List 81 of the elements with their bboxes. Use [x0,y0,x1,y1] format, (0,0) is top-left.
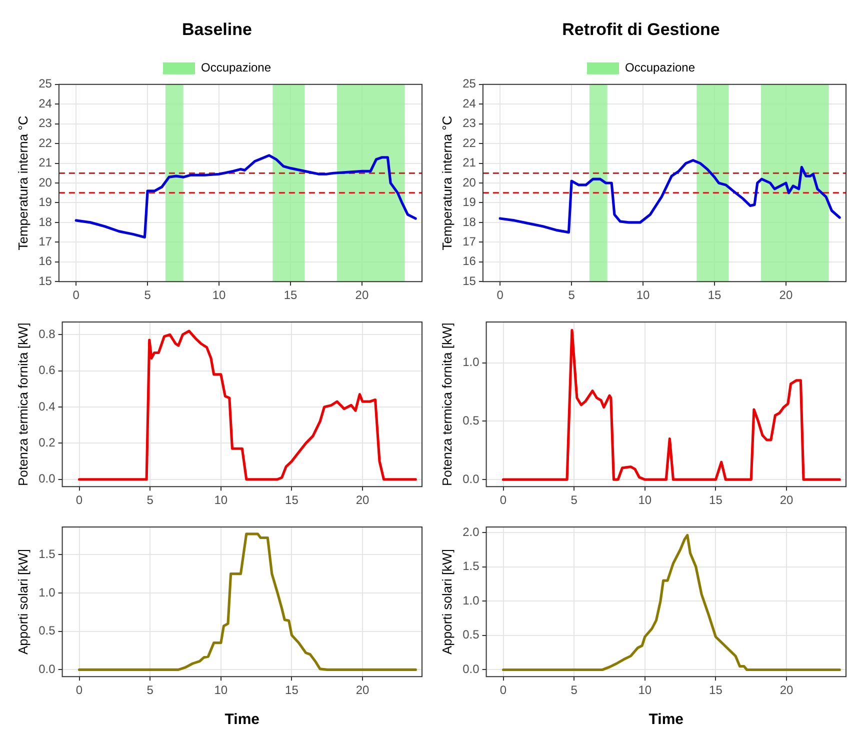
y-tick-label: 23 [462,116,476,130]
y-tick-label: 0.0 [462,472,480,486]
y-tick-label: 22 [462,136,476,150]
y-tick-label: 0.8 [38,326,56,341]
y-tick-label: 1.0 [462,355,480,370]
y-tick-label: 0.5 [462,414,480,428]
y-tick-label: 16 [462,254,476,268]
x-tick-label: 0 [76,683,83,698]
y-tick-label: 1.5 [38,546,56,561]
y-tick-label: 24 [462,96,476,110]
x-tick-label: 5 [146,683,154,698]
y-tick-label: 0.5 [462,628,480,642]
y-tick-label: 22 [38,136,52,150]
x-tick-label: 10 [638,493,652,508]
y-tick-label: 0.2 [38,436,56,450]
chart-title: Baseline [182,20,252,39]
x-tick-label: 15 [285,683,299,698]
y-tick-label: 1.5 [462,559,480,574]
x-tick-label: 15 [285,493,299,508]
x-tick-label: 20 [356,493,370,508]
legend-label: Occupazione [624,60,696,75]
chart-title: Retrofit di Gestione [562,20,720,39]
y-axis-title: Potenza termica fornita [kW] [439,322,454,486]
x-tick-label: 5 [568,288,576,302]
y-tick-label: 0.6 [38,363,56,378]
y-tick-label: 0.0 [38,662,56,676]
x-tick-label: 5 [146,493,154,508]
y-tick-label: 19 [462,195,476,210]
y-tick-label: 17 [462,234,476,248]
x-tick-label: 0 [72,288,80,302]
y-tick-label: 15 [462,274,476,288]
y-axis-title: Apporti solari [kW] [15,549,30,655]
y-tick-label: 25 [38,76,52,91]
x-tick-label: 20 [779,288,793,302]
x-tick-label: 15 [284,288,298,302]
y-tick-label: 19 [38,195,52,210]
y-tick-label: 2.0 [462,524,480,539]
y-tick-label: 16 [38,254,52,268]
y-tick-label: 0.0 [38,472,56,486]
x-tick-label: 15 [709,493,723,508]
y-tick-label: 21 [462,156,476,170]
y-axis-title: Temperatura interna °C [15,116,30,250]
x-tick-label: 20 [355,288,369,302]
x-tick-label: 10 [214,493,228,508]
y-tick-label: 15 [38,274,52,288]
y-tick-label: 0.5 [38,624,56,638]
y-tick-label: 1.0 [38,585,56,600]
y-axis-title: Potenza termica fornita [kW] [15,322,30,486]
y-tick-label: 23 [38,116,52,130]
x-axis-title: Time [224,711,260,728]
y-tick-label: 17 [38,234,52,248]
x-tick-label: 15 [708,288,722,302]
x-tick-label: 15 [709,683,723,698]
x-tick-label: 0 [500,493,507,508]
y-tick-label: 21 [38,156,52,170]
y-axis-title: Temperatura interna °C [439,116,454,250]
x-tick-label: 10 [638,683,652,698]
y-tick-label: 24 [38,96,52,110]
x-tick-label: 5 [144,288,152,302]
x-tick-label: 10 [212,288,226,302]
x-tick-label: 0 [500,683,507,698]
y-tick-label: 20 [38,175,52,190]
x-tick-label: 0 [76,493,83,508]
y-tick-label: 18 [462,214,476,229]
y-tick-label: 25 [462,76,476,91]
x-tick-label: 0 [496,288,504,302]
y-tick-label: 0.4 [38,399,56,414]
x-tick-label: 10 [214,683,228,698]
y-tick-label: 18 [38,214,52,229]
x-tick-label: 20 [356,683,370,698]
y-tick-label: 1.0 [462,593,480,608]
legend-label: Occupazione [200,60,272,75]
x-tick-label: 20 [780,683,794,698]
x-axis-title: Time [648,711,684,728]
x-tick-label: 5 [570,683,578,698]
y-tick-label: 0.0 [462,662,480,676]
x-tick-label: 10 [636,288,650,302]
y-axis-title: Apporti solari [kW] [439,549,454,655]
x-tick-label: 20 [780,493,794,508]
x-tick-label: 5 [570,493,578,508]
y-tick-label: 20 [462,175,476,190]
